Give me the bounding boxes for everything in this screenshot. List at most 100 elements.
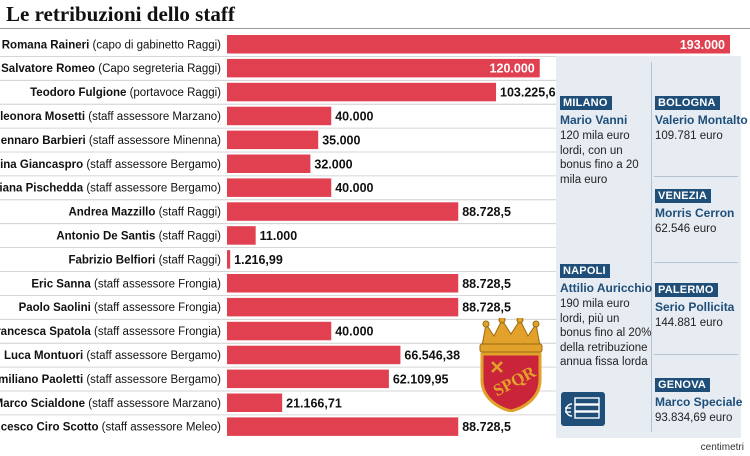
city-tag: VENEZIA <box>655 189 712 203</box>
bar-label-name: Floriana Pischedda <box>0 183 84 195</box>
bar-value-label: 120.000 <box>490 62 535 76</box>
city-venezia: VENEZIA Morris Cerron 62.546 euro <box>655 186 741 237</box>
bar-label: Francesco Ciro Scotto (staff assessore M… <box>0 422 221 434</box>
bar-label: Andrea Mazzillo (staff Raggi) <box>68 207 221 219</box>
bar-value-label: 40.000 <box>335 325 373 339</box>
city-tag: BOLOGNA <box>655 96 720 110</box>
bar-value-label: 40.000 <box>335 181 373 195</box>
bar-label-name: Andrea Mazzillo <box>68 207 155 219</box>
city-genova: GENOVA Marco Speciale 93.834,69 euro <box>655 375 743 426</box>
bar-label-name: Antonio De Santis <box>56 230 155 242</box>
bar-label-name: Fabrizio Belfiori <box>68 254 155 266</box>
bar-label-name: Carla Romana Raineri <box>0 39 89 51</box>
bar-label-name: Marco Scialdone <box>0 398 85 410</box>
money-stack-icon <box>561 392 605 426</box>
bar <box>227 178 332 197</box>
bar-label-name: Valentina Giancaspro <box>0 159 83 171</box>
bar-label-name: Francesco Ciro Scotto <box>0 422 98 434</box>
bar-label-name: Gennaro Barbieri <box>0 135 86 147</box>
city-tag: MILANO <box>560 96 612 110</box>
bar-label: Salvatore Romeo (Capo segreteria Raggi) <box>1 63 221 75</box>
bar <box>227 226 256 245</box>
bar-label-role: (staff assessore Frongia) <box>91 278 221 290</box>
bar-label: Antonio De Santis (staff Raggi) <box>56 230 221 242</box>
city-chief-pay: 109.781 euro <box>655 130 723 142</box>
bar-label-name: Teodoro Fulgione <box>30 87 126 99</box>
bar-value-label: 11.000 <box>260 229 298 243</box>
bar-label-role: (staff assessore Bergamo) <box>83 183 221 195</box>
bar-label: Emiliano Paoletti (staff assessore Berga… <box>0 374 221 386</box>
city-chief-pay: 62.546 euro <box>655 223 717 235</box>
bar <box>227 82 497 102</box>
bar-label-role: (staff Raggi) <box>155 254 221 266</box>
city-chief-name: Marco Speciale <box>655 395 743 409</box>
city-milano: MILANO Mario Vanni 120 mila euro lordi, … <box>560 93 650 187</box>
city-palermo: PALERMO Serio Pollicita 144.881 euro <box>655 280 741 331</box>
bar-label: Carla Romana Raineri (capo di gabinetto … <box>0 39 221 51</box>
bar <box>227 130 319 150</box>
city-chief-pay: 190 mila euro lordi, più un bonus fino a… <box>560 298 652 368</box>
bar <box>227 58 540 78</box>
bar-label-role: (staff assessore Meleo) <box>98 422 221 434</box>
comparison-panel <box>556 56 741 438</box>
bar <box>227 202 459 221</box>
bar-value-label: 88.728,5 <box>462 205 511 219</box>
city-napoli: NAPOLI Attilio Auricchio 190 mila euro l… <box>560 261 652 370</box>
bar-label: Paolo Saolini (staff assessore Frongia) <box>19 302 222 314</box>
bar-label-role: (staff assessore Bergamo) <box>83 374 221 386</box>
city-chief-name: Mario Vanni <box>560 113 628 127</box>
bar-label-role: (staff assessore Frongia) <box>91 302 221 314</box>
title-divider <box>0 28 750 29</box>
bar-label-role: (staff Raggi) <box>155 230 221 242</box>
salary-bar-chart: Carla Romana Raineri (capo di gabinetto … <box>0 35 730 436</box>
bar-label-name: Paolo Saolini <box>19 302 91 314</box>
bar-label-role: (staff assessore Marzano) <box>85 111 221 123</box>
bar-label-role: (staff assessore Marzano) <box>85 398 221 410</box>
source-credit: centimetri <box>700 442 744 453</box>
bar-label: Francesca Spatola (staff assessore Frong… <box>0 326 221 338</box>
city-tag: PALERMO <box>655 283 718 297</box>
panel-divider <box>654 354 738 355</box>
bar-value-label: 88.728,5 <box>462 277 511 291</box>
bar-label-name: Francesca Spatola <box>0 326 91 338</box>
bar-value-label: 103.225,66 <box>500 86 563 100</box>
bar-label: Luca Montuori (staff assessore Bergamo) <box>4 350 221 362</box>
bar-value-label: 193.000 <box>680 38 725 52</box>
bar-label-name: Salvatore Romeo <box>1 63 95 75</box>
bar-label: Teodoro Fulgione (portavoce Raggi) <box>30 87 221 99</box>
bar-label: Valentina Giancaspro (staff assessore Be… <box>0 159 221 171</box>
bar-label-name: Luca Montuori <box>4 350 83 362</box>
bar-label-role: (staff Raggi) <box>155 207 221 219</box>
city-chief-name: Morris Cerron <box>655 206 735 220</box>
panel-divider <box>651 62 652 432</box>
bar-value-label: 40.000 <box>335 109 373 123</box>
bar <box>227 417 459 436</box>
bar-label-name: Eleonora Mosetti <box>0 111 85 123</box>
bar-label-role: (portavoce Raggi) <box>126 87 221 99</box>
city-chief-pay: 93.834,69 euro <box>655 412 733 424</box>
city-chief-pay: 144.881 euro <box>655 317 723 329</box>
bar-value-label: 88.728,5 <box>462 301 511 315</box>
bar-label-name: Emiliano Paoletti <box>0 374 83 386</box>
bar-value-label: 32.000 <box>314 157 352 171</box>
rome-crest-icon: SPQR <box>479 318 543 412</box>
bar-label-role: (capo di gabinetto Raggi) <box>89 39 221 51</box>
bar-label: Eleonora Mosetti (staff assessore Marzan… <box>0 111 221 123</box>
bar-label-name: Eric Sanna <box>31 278 91 290</box>
bar-label: Eric Sanna (staff assessore Frongia) <box>31 278 221 290</box>
bar-value-label: 1.216,99 <box>234 253 283 267</box>
city-bologna: BOLOGNA Valerio Montalto 109.781 euro <box>655 93 748 144</box>
panel-divider <box>654 262 738 263</box>
bar-label-role: (staff assessore Minenna) <box>86 135 221 147</box>
bar <box>227 369 389 389</box>
bar-value-label: 88.728,5 <box>462 420 511 434</box>
city-chief-pay: 120 mila euro lordi, con un bonus fino a… <box>560 130 639 186</box>
bar-label-role: (staff assessore Bergamo) <box>83 159 221 171</box>
bar <box>227 345 401 365</box>
bar <box>227 35 730 54</box>
bar-label: Marco Scialdone (staff assessore Marzano… <box>0 398 221 410</box>
bar <box>227 106 332 126</box>
city-chief-name: Valerio Montalto <box>655 113 748 127</box>
city-tag: NAPOLI <box>560 264 610 278</box>
bar-label-role: (Capo segreteria Raggi) <box>95 63 221 75</box>
